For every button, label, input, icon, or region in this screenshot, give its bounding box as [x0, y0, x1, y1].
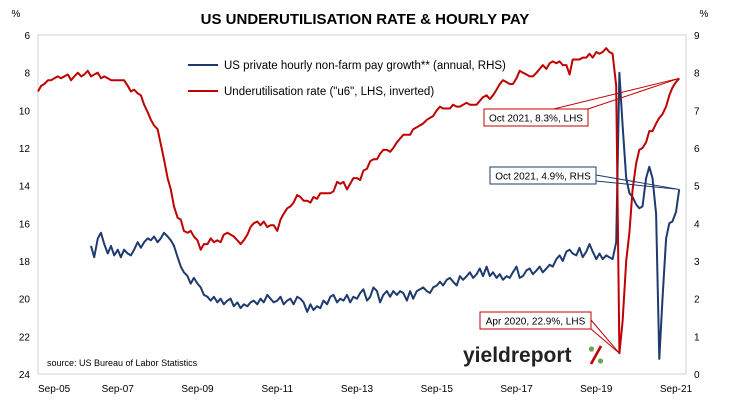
legend-item-u6: Underutilisation rate ("u6", LHS, invert… — [188, 86, 434, 98]
x-tick-label-5: Sep-15 — [421, 384, 454, 395]
left-tick-label-6: 18 — [19, 257, 31, 268]
annotation-apr2020-u6: Apr 2020, 22.9%, LHS — [479, 311, 620, 354]
x-tick-label-6: Sep-17 — [500, 384, 533, 395]
annotation-apr2020-u6-leader — [590, 319, 620, 354]
left-tick-label-5: 16 — [19, 219, 31, 230]
left-tick-label-2: 10 — [19, 106, 31, 117]
left-tick-label-1: 8 — [24, 69, 30, 80]
annotation-oct2021-u6: Oct 2021, 8.3%, LHS — [483, 77, 680, 127]
left-tick-label-7: 20 — [19, 295, 31, 306]
annotation-apr2020-u6-text: Apr 2020, 22.9%, LHS — [486, 317, 586, 328]
right-tick-label-6: 6 — [694, 144, 700, 155]
legend-label-pay: US private hourly non-farm pay growth** … — [224, 60, 506, 72]
right-tick-label-1: 1 — [694, 332, 700, 343]
annotation-oct2021-u6-box — [483, 108, 589, 127]
x-tick-label-8: Sep-21 — [660, 384, 693, 395]
right-tick-label-4: 4 — [694, 219, 700, 230]
chart-title: US UNDERUTILISATION RATE & HOURLY PAY — [201, 11, 530, 28]
percent-icon — [588, 345, 604, 365]
plot-area — [37, 34, 687, 375]
left-tick-label-3: 12 — [19, 144, 31, 155]
logo: yieldreport — [463, 344, 604, 367]
annotation-oct2021-u6-text: Oct 2021, 8.3%, LHS — [489, 114, 583, 125]
annotation-oct2021-pay-box — [489, 166, 597, 185]
right-unit-label: % — [700, 9, 709, 20]
right-tick-label-3: 3 — [694, 257, 700, 268]
annotation-apr2020-u6-box — [479, 311, 592, 330]
series-line-pay-growth — [90, 71, 681, 360]
right-tick-label-8: 8 — [694, 69, 700, 80]
annotation-oct2021-pay-leader — [595, 174, 680, 190]
right-tick-label-0: 0 — [694, 370, 700, 381]
x-tick-label-3: Sep-11 — [262, 384, 294, 395]
left-tick-label-8: 22 — [19, 332, 31, 343]
x-tick-label-2: Sep-09 — [181, 384, 214, 395]
source-text: source: US Bureau of Labor Statistics — [47, 358, 198, 368]
legend-item-pay: US private hourly non-farm pay growth** … — [188, 60, 506, 72]
series-line-underutilisation — [37, 47, 680, 355]
left-tick-label-4: 14 — [19, 182, 31, 193]
legend-label-u6: Underutilisation rate ("u6", LHS, invert… — [224, 86, 434, 98]
left-unit-label: % — [12, 9, 21, 20]
x-tick-label-1: Sep-07 — [102, 384, 135, 395]
x-tick-label-7: Sep-19 — [580, 384, 613, 395]
logo-text: yieldreport — [463, 344, 572, 367]
left-tick-label-9: 24 — [19, 370, 31, 381]
annotation-oct2021-pay-text: Oct 2021, 4.9%, RHS — [495, 172, 591, 183]
right-tick-label-9: 9 — [694, 31, 700, 42]
source-note: source: US Bureau of Labor Statistics — [47, 358, 198, 368]
left-tick-label-0: 6 — [24, 31, 30, 42]
annotation-oct2021-pay: Oct 2021, 4.9%, RHS — [489, 166, 680, 190]
right-tick-label-7: 7 — [694, 106, 700, 117]
legend: US private hourly non-farm pay growth** … — [188, 60, 506, 98]
right-tick-label-5: 5 — [694, 182, 700, 193]
x-tick-label-0: Sep-05 — [38, 384, 71, 395]
x-tick-label-4: Sep-13 — [341, 384, 374, 395]
right-tick-label-2: 2 — [694, 295, 700, 306]
